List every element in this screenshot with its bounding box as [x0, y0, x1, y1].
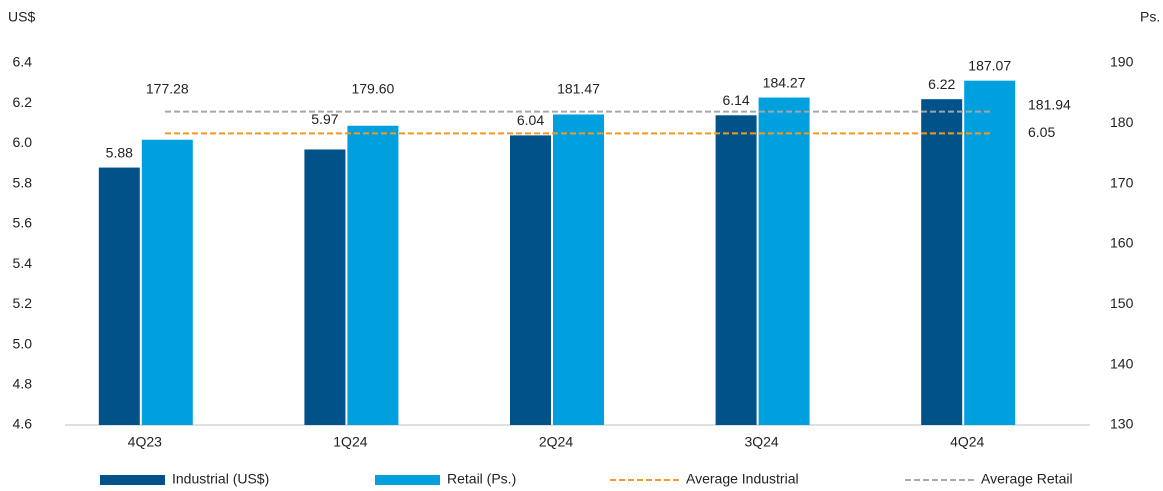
bar — [141, 139, 193, 425]
y2-tick-label: 190 — [1110, 54, 1134, 70]
y-tick-label: 4.6 — [13, 416, 33, 432]
y-tick-label: 6.2 — [13, 94, 33, 110]
bar — [553, 114, 604, 426]
bar — [964, 80, 1016, 425]
legend-label: Retail (Ps.) — [447, 471, 516, 487]
data-label: 181.47 — [557, 80, 600, 96]
data-label: 184.27 — [763, 74, 806, 90]
bar — [347, 125, 399, 425]
y-tick-label: 5.8 — [13, 174, 33, 190]
y-tick-label: 5.6 — [13, 215, 33, 231]
data-label: 5.97 — [311, 111, 338, 127]
y2-axis-label: Ps. — [1140, 9, 1160, 25]
y2-tick-label: 170 — [1110, 174, 1134, 190]
y-axis-label: US$ — [8, 9, 35, 25]
y-tick-label: 6.0 — [13, 134, 33, 150]
x-tick-label: 1Q24 — [333, 434, 367, 450]
y2-tick-label: 180 — [1110, 114, 1134, 130]
bar — [510, 135, 551, 425]
legend-label: Industrial (US$) — [172, 471, 269, 487]
data-label: 187.07 — [968, 57, 1011, 73]
data-label: 177.28 — [146, 80, 189, 96]
legend-swatch — [375, 475, 440, 485]
y2-tick-label: 140 — [1110, 355, 1134, 371]
data-label: 6.04 — [517, 112, 544, 128]
y-tick-label: 4.8 — [13, 375, 33, 391]
data-label: 5.88 — [106, 144, 133, 160]
bar — [304, 149, 346, 425]
y-tick-label: 5.2 — [13, 295, 33, 311]
average-label: 181.94 — [1028, 96, 1071, 112]
legend-label: Average Retail — [981, 471, 1073, 487]
average-label: 6.05 — [1028, 124, 1055, 140]
bar — [715, 115, 757, 426]
data-label: 6.22 — [928, 76, 955, 92]
bar — [758, 97, 810, 426]
y-tick-label: 5.0 — [13, 335, 33, 351]
y-tick-label: 6.4 — [13, 54, 33, 70]
bar — [98, 167, 140, 426]
y2-tick-label: 150 — [1110, 295, 1134, 311]
x-tick-label: 3Q24 — [744, 434, 778, 450]
legend-swatch — [100, 475, 165, 485]
y2-tick-label: 160 — [1110, 235, 1134, 251]
x-tick-label: 4Q24 — [950, 434, 984, 450]
y2-tick-label: 130 — [1110, 416, 1134, 432]
x-tick-label: 4Q23 — [128, 434, 162, 450]
data-label: 179.60 — [351, 80, 394, 96]
data-label: 6.14 — [722, 92, 749, 108]
y-tick-label: 5.4 — [13, 255, 33, 271]
legend-label: Average Industrial — [686, 471, 799, 487]
bar — [921, 99, 963, 425]
x-tick-label: 2Q24 — [539, 434, 573, 450]
